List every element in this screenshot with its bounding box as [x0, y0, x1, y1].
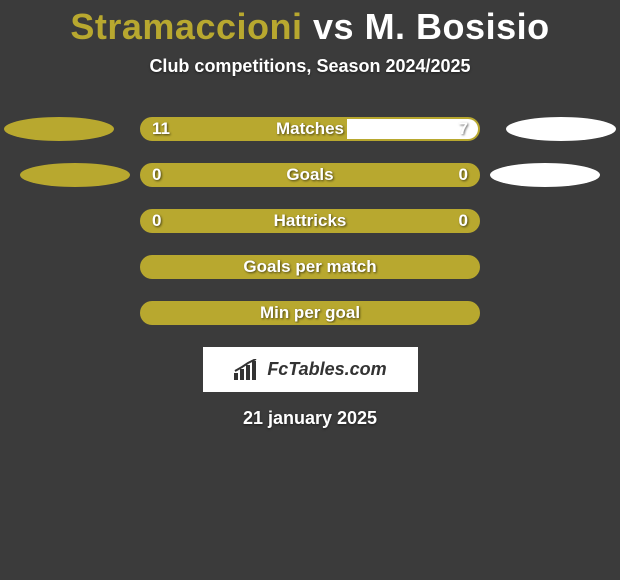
logo-box: FcTables.com — [203, 347, 418, 392]
stat-bar: Goals per match — [140, 255, 480, 279]
stats-container: 117Matches 00Goals 00Hattricks Goals per ma… — [0, 117, 620, 325]
stat-label: Min per goal — [142, 303, 478, 323]
subtitle: Club competitions, Season 2024/2025 — [0, 56, 620, 77]
stat-label: Matches — [142, 119, 478, 139]
stat-bar: 00Goals — [140, 163, 480, 187]
stat-row: 117Matches — [0, 117, 620, 141]
chart-icon — [233, 359, 261, 381]
stat-label: Goals — [142, 165, 478, 185]
stat-bar: 00Hattricks — [140, 209, 480, 233]
stat-row: 00Goals — [0, 163, 620, 187]
stat-label: Goals per match — [142, 257, 478, 277]
vs-text: vs — [313, 6, 354, 47]
player1-ellipse — [20, 163, 130, 187]
player2-ellipse — [506, 117, 616, 141]
stat-row: Min per goal — [0, 301, 620, 325]
stat-bar: Min per goal — [140, 301, 480, 325]
player2-name: M. Bosisio — [365, 6, 550, 47]
player1-name: Stramaccioni — [70, 6, 302, 47]
player1-ellipse — [4, 117, 114, 141]
comparison-title: Stramaccioni vs M. Bosisio — [0, 0, 620, 48]
player2-ellipse — [490, 163, 600, 187]
stat-bar: 117Matches — [140, 117, 480, 141]
stat-label: Hattricks — [142, 211, 478, 231]
stat-row: 00Hattricks — [0, 209, 620, 233]
date-text: 21 january 2025 — [0, 408, 620, 429]
stat-row: Goals per match — [0, 255, 620, 279]
logo-text: FcTables.com — [267, 359, 386, 380]
